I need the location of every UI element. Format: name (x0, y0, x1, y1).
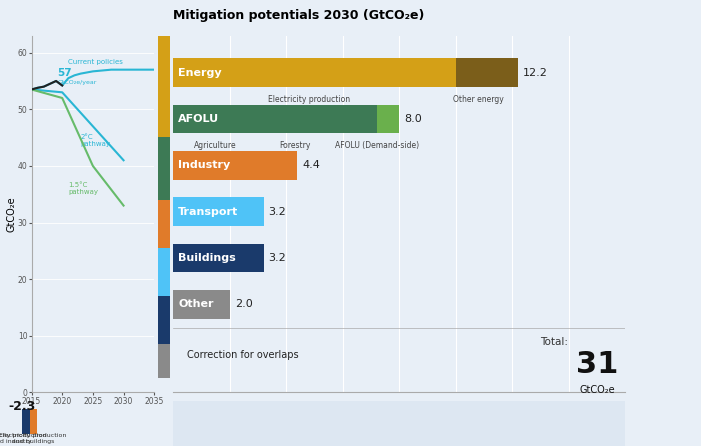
Text: Mitigation potentials 2030 (GtCO₂e): Mitigation potentials 2030 (GtCO₂e) (173, 9, 425, 22)
Text: -2.3: -2.3 (8, 400, 36, 413)
Bar (173, 290, 230, 319)
Text: 57: 57 (57, 68, 72, 78)
Bar (158, 344, 170, 378)
Text: 31: 31 (576, 350, 618, 379)
Text: 2.0: 2.0 (235, 299, 252, 310)
Text: Agriculture: Agriculture (194, 141, 237, 150)
Bar (456, 58, 518, 87)
Bar (376, 105, 400, 133)
Text: 3.2: 3.2 (268, 207, 287, 217)
Bar (30, 409, 37, 434)
Text: Other: Other (178, 299, 214, 310)
Text: Current policies: Current policies (69, 59, 123, 65)
Bar (22, 409, 30, 434)
Text: 8.0: 8.0 (404, 114, 422, 124)
Bar (173, 198, 264, 226)
Y-axis label: GtCO₂e: GtCO₂e (6, 196, 16, 232)
Text: Forestry: Forestry (279, 141, 311, 150)
Bar (173, 105, 376, 133)
Bar (137, 345, 159, 366)
Text: Electricity production: Electricity production (268, 95, 350, 104)
Text: Other energy: Other energy (453, 95, 504, 104)
Text: 4.4: 4.4 (303, 161, 320, 170)
Text: 2°C
pathway: 2°C pathway (81, 134, 111, 147)
Text: 12.2: 12.2 (523, 68, 548, 78)
Text: Industry: Industry (178, 161, 231, 170)
Bar (158, 36, 170, 137)
Bar (158, 137, 170, 200)
Bar (173, 58, 456, 87)
Text: GtCO₂e/year: GtCO₂e/year (57, 80, 97, 85)
Text: AFOLU: AFOLU (178, 114, 219, 124)
Text: Energy: Energy (178, 68, 222, 78)
Bar (158, 248, 170, 296)
Text: Transport: Transport (178, 207, 238, 217)
Bar (108, 345, 137, 366)
Text: Correction for overlaps: Correction for overlaps (187, 351, 299, 360)
Text: 3.2: 3.2 (268, 253, 287, 263)
Bar (158, 200, 170, 248)
Bar (173, 151, 297, 180)
Text: Buildings: Buildings (178, 253, 236, 263)
Text: AFOLU (Demand-side): AFOLU (Demand-side) (334, 141, 418, 150)
Text: Total:: Total: (540, 337, 569, 347)
Bar (173, 244, 264, 273)
Text: Electricity production
and industry: Electricity production and industry (0, 433, 46, 444)
Text: 1.5°C
pathway: 1.5°C pathway (69, 182, 98, 195)
Bar (158, 296, 170, 344)
Text: GtCO₂e: GtCO₂e (579, 385, 615, 395)
Text: Electricity production
and buildings: Electricity production and buildings (0, 433, 67, 444)
